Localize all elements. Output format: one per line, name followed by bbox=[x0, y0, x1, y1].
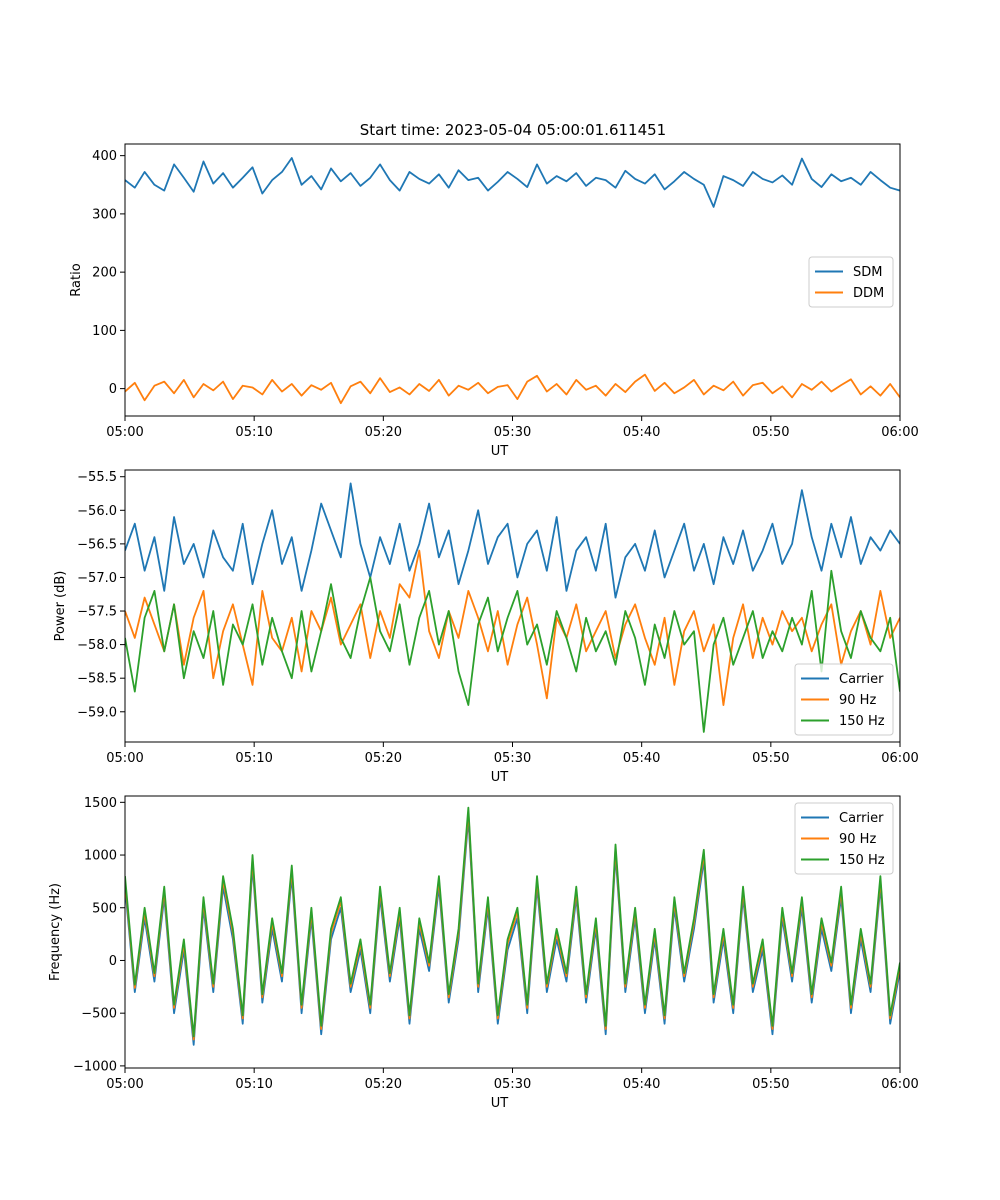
y-tick-label: −57.0 bbox=[77, 571, 117, 586]
y-tick-label: −500 bbox=[81, 1007, 117, 1022]
y-tick-label: −57.5 bbox=[77, 605, 117, 620]
x-tick-label: 05:20 bbox=[365, 751, 402, 766]
legend-label: Carrier bbox=[839, 672, 884, 687]
legend-label: 150 Hz bbox=[839, 714, 885, 729]
y-tick-label: −59.0 bbox=[77, 705, 117, 720]
series-line-90-hz bbox=[125, 549, 900, 706]
x-tick-label: 05:00 bbox=[106, 425, 143, 440]
chart-panel-3: 05:00 05:10 05:20 05:30 05:40 05:50 06:00 UT −10… bbox=[48, 795, 919, 1111]
x-tick-label: 05:30 bbox=[494, 1077, 531, 1092]
y-tick-label: 1500 bbox=[84, 796, 117, 811]
x-tick-label: 05:20 bbox=[365, 1077, 402, 1092]
y-tick-label: 300 bbox=[92, 207, 117, 222]
y-tick-label: −58.5 bbox=[77, 672, 117, 687]
series-group bbox=[125, 482, 900, 733]
legend-box bbox=[808, 256, 894, 308]
y-axis-label: Frequency (Hz) bbox=[48, 883, 63, 981]
legend-label: 90 Hz bbox=[839, 832, 876, 847]
x-axis-label: UT bbox=[491, 770, 509, 785]
figure-title: Start time: 2023-05-04 05:00:01.611451 bbox=[360, 121, 666, 139]
chart-panel-2: 05:00 05:10 05:20 05:30 05:40 05:50 06:00 UT −59… bbox=[53, 469, 919, 785]
x-tick-label: 05:30 bbox=[494, 751, 531, 766]
x-tick-label: 06:00 bbox=[881, 1077, 918, 1092]
x-tick-label: 05:40 bbox=[623, 751, 660, 766]
legend-label: Carrier bbox=[839, 811, 884, 826]
x-tick-label: 05:40 bbox=[623, 425, 660, 440]
series-line-150-hz bbox=[125, 806, 900, 1038]
x-tick-label: 05:50 bbox=[752, 1077, 789, 1092]
x-tick-label: 05:50 bbox=[752, 425, 789, 440]
legend-box bbox=[794, 663, 894, 736]
axes-layer: 05:00 05:10 05:20 05:30 05:40 05:50 06:00 UT 0 10… bbox=[48, 143, 919, 1111]
x-tick-label: 05:10 bbox=[235, 1077, 272, 1092]
y-tick-label: −55.5 bbox=[77, 470, 117, 485]
y-tick-label: 400 bbox=[92, 149, 117, 164]
x-tick-label: 05:30 bbox=[494, 425, 531, 440]
series-line-sdm bbox=[125, 157, 900, 208]
legend: SDM DDM bbox=[808, 256, 894, 308]
legend-label: 90 Hz bbox=[839, 693, 876, 708]
legend-label: 150 Hz bbox=[839, 853, 885, 868]
y-tick-label: −56.5 bbox=[77, 537, 117, 552]
x-tick-label: 05:20 bbox=[365, 425, 402, 440]
series-line-carrier bbox=[125, 482, 900, 599]
x-tick-label: 05:00 bbox=[106, 1077, 143, 1092]
x-tick-label: 05:00 bbox=[106, 751, 143, 766]
y-tick-label: 200 bbox=[92, 266, 117, 281]
y-axis-label: Ratio bbox=[69, 263, 84, 296]
legend-label: SDM bbox=[853, 265, 882, 280]
x-tick-label: 06:00 bbox=[881, 425, 918, 440]
x-tick-label: 05:10 bbox=[235, 425, 272, 440]
x-tick-label: 05:40 bbox=[623, 1077, 660, 1092]
y-tick-label: 500 bbox=[92, 901, 117, 916]
series-group bbox=[125, 157, 900, 405]
series-group bbox=[125, 806, 900, 1046]
y-tick-label: −56.0 bbox=[77, 504, 117, 519]
legend-box bbox=[794, 802, 894, 875]
series-line-ddm bbox=[125, 373, 900, 405]
x-axis-label: UT bbox=[491, 444, 509, 459]
x-tick-label: 06:00 bbox=[881, 751, 918, 766]
y-axis-label: Power (dB) bbox=[53, 571, 68, 642]
y-tick-label: 1000 bbox=[84, 849, 117, 864]
y-tick-label: −58.0 bbox=[77, 638, 117, 653]
y-tick-label: 100 bbox=[92, 324, 117, 339]
legend: Carrier 90 Hz 150 Hz bbox=[794, 663, 894, 736]
series-line-150-hz bbox=[125, 569, 900, 733]
x-tick-label: 05:10 bbox=[235, 751, 272, 766]
chart-panel-1: 05:00 05:10 05:20 05:30 05:40 05:50 06:00 UT 0 10… bbox=[69, 143, 919, 459]
x-axis-label: UT bbox=[491, 1096, 509, 1111]
x-tick-label: 05:50 bbox=[752, 751, 789, 766]
legend: Carrier 90 Hz 150 Hz bbox=[794, 802, 894, 875]
y-tick-label: −1000 bbox=[73, 1059, 117, 1074]
y-tick-label: 0 bbox=[109, 954, 117, 969]
legend-label: DDM bbox=[853, 286, 884, 301]
y-tick-label: 0 bbox=[109, 382, 117, 397]
